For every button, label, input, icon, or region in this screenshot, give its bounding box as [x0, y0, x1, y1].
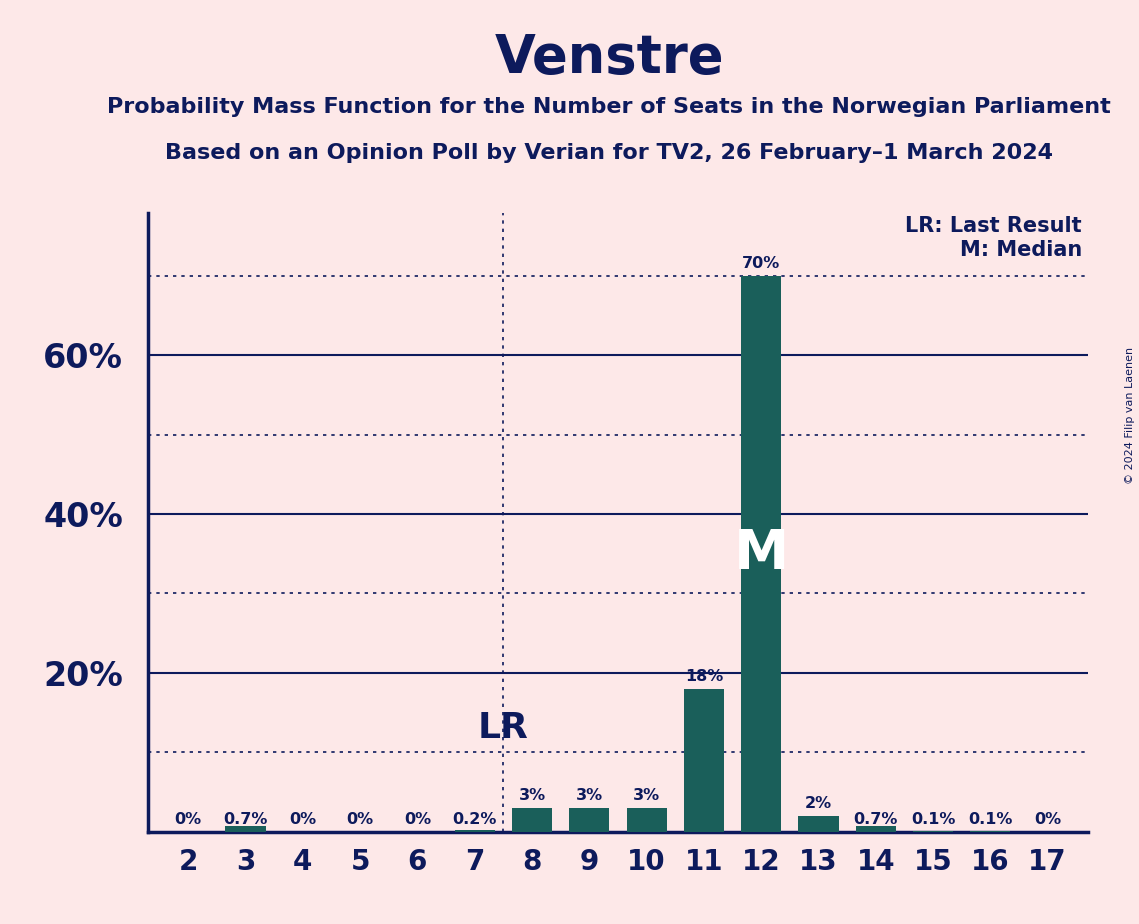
- Text: 70%: 70%: [741, 256, 780, 272]
- Text: 3%: 3%: [633, 788, 661, 803]
- Text: LR: Last Result: LR: Last Result: [906, 216, 1082, 237]
- Bar: [454, 830, 494, 832]
- Bar: [511, 808, 552, 832]
- Text: M: Median: M: Median: [960, 240, 1082, 261]
- Text: © 2024 Filip van Laenen: © 2024 Filip van Laenen: [1125, 347, 1134, 484]
- Text: 3%: 3%: [575, 788, 603, 803]
- Text: 0%: 0%: [1034, 812, 1062, 827]
- Text: M: M: [734, 527, 789, 581]
- Text: 0.2%: 0.2%: [452, 812, 497, 827]
- Text: 0%: 0%: [289, 812, 317, 827]
- Text: 0.1%: 0.1%: [911, 812, 956, 827]
- Text: 0%: 0%: [174, 812, 202, 827]
- Text: 2%: 2%: [805, 796, 831, 811]
- Text: LR: LR: [478, 711, 528, 746]
- Text: Probability Mass Function for the Number of Seats in the Norwegian Parliament: Probability Mass Function for the Number…: [107, 97, 1112, 117]
- Bar: [683, 688, 724, 832]
- Text: Venstre: Venstre: [494, 32, 724, 84]
- Bar: [626, 808, 666, 832]
- Text: 0.7%: 0.7%: [853, 812, 898, 827]
- Bar: [570, 808, 609, 832]
- Text: 0%: 0%: [346, 812, 374, 827]
- Bar: [741, 276, 781, 832]
- Bar: [226, 826, 265, 832]
- Bar: [798, 816, 838, 832]
- Text: 0%: 0%: [404, 812, 431, 827]
- Text: 0.1%: 0.1%: [968, 812, 1013, 827]
- Text: Based on an Opinion Poll by Verian for TV2, 26 February–1 March 2024: Based on an Opinion Poll by Verian for T…: [165, 143, 1054, 164]
- Bar: [855, 826, 895, 832]
- Text: 3%: 3%: [518, 788, 546, 803]
- Text: 18%: 18%: [685, 669, 723, 684]
- Text: 0.7%: 0.7%: [223, 812, 268, 827]
